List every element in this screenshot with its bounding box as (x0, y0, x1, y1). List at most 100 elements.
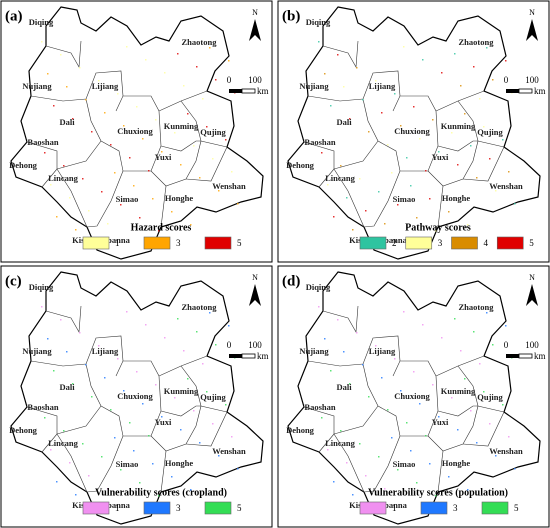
region-label: Lincang (325, 438, 356, 448)
score-pixel (101, 191, 103, 193)
score-pixel (375, 345, 377, 347)
score-pixel (202, 363, 204, 365)
prefecture-boundary (437, 140, 478, 152)
map-panel: (c) Diqing Zhaotong Nujiang Lijiang Dali Chuxi… (0, 265, 273, 528)
score-pixel (164, 72, 166, 74)
score-pixel (44, 152, 46, 154)
score-pixel (349, 383, 351, 385)
prefecture-boundary (26, 406, 58, 453)
score-pixel (123, 125, 125, 127)
score-pixel (321, 152, 323, 154)
score-pixel (107, 488, 109, 490)
score-pixel (187, 378, 189, 380)
score-pixel (133, 450, 135, 452)
score-pixel (321, 417, 323, 419)
region-label: Chuxiong (117, 126, 153, 136)
score-pixel (451, 132, 453, 134)
score-pixel (72, 383, 74, 385)
score-pixel (82, 178, 84, 180)
score-pixel (502, 404, 504, 406)
score-pixel (365, 475, 367, 477)
score-pixel (215, 344, 217, 346)
region-label: Dali (336, 382, 352, 392)
score-pixel (438, 416, 440, 418)
score-pixel (352, 494, 354, 496)
score-pixel (362, 99, 364, 101)
score-pixel (359, 178, 361, 180)
score-pixel (56, 481, 58, 483)
legend-title: Vulnerability scores (cropland) (95, 487, 227, 498)
score-pixel (400, 125, 402, 127)
score-pixel (419, 403, 421, 405)
score-pixel (387, 144, 389, 146)
score-pixel (470, 145, 472, 147)
score-pixel (196, 66, 198, 68)
prefecture-boundary (86, 170, 124, 228)
score-pixel (237, 203, 239, 205)
score-pixel (202, 98, 204, 100)
score-pixel (333, 216, 335, 218)
prefecture-boundary (437, 450, 444, 493)
region-label: Honghe (442, 458, 471, 468)
legend-label: 1 (115, 238, 120, 248)
score-pixel (60, 319, 62, 321)
score-pixel (346, 197, 348, 199)
score-pixel (432, 119, 434, 121)
legend-label: 5 (237, 238, 242, 248)
score-pixel (145, 59, 147, 61)
score-pixel (66, 351, 68, 353)
region-label: Nujiang (299, 81, 329, 91)
score-pixel (180, 429, 182, 431)
score-pixel (117, 358, 119, 360)
scale-label: 0 (227, 340, 232, 350)
region-label: Qujing (200, 127, 226, 137)
scale-label: 0 (504, 340, 509, 350)
region-label: Dehong (9, 160, 38, 170)
region-label: Dehong (286, 425, 315, 435)
score-pixel (145, 324, 147, 326)
legend-title: Pathway scores (405, 222, 471, 233)
legend-label: 5 (529, 238, 534, 248)
region-label: Diqing (29, 282, 54, 292)
score-pixel (425, 435, 427, 437)
prefecture-boundary (322, 40, 359, 68)
province-outline (10, 271, 264, 525)
score-pixel (476, 442, 478, 444)
province-outline (287, 6, 541, 260)
score-pixel (422, 59, 424, 61)
panel-label: (d) (282, 273, 300, 289)
region-label: Diqing (306, 17, 331, 27)
legend-title: Hazard scores (131, 222, 192, 233)
region-label: Diqing (306, 282, 331, 292)
score-pixel (476, 177, 478, 179)
scale-label: 100 (525, 340, 539, 350)
prefecture-boundary (86, 435, 124, 493)
region-label: Wenshan (489, 181, 523, 191)
score-pixel (327, 184, 329, 186)
score-pixel (136, 371, 138, 373)
scale-unit: km (534, 86, 546, 96)
score-pixel (492, 344, 494, 346)
score-pixel (403, 311, 405, 313)
score-pixel (375, 80, 377, 82)
score-pixel (391, 172, 393, 174)
score-pixel (378, 191, 380, 193)
legend-swatch (204, 501, 232, 515)
score-pixel (228, 325, 230, 327)
region-label: Simao (393, 194, 416, 204)
score-pixel (85, 364, 87, 366)
score-pixel (429, 198, 431, 200)
score-pixel (435, 230, 437, 232)
score-pixel (489, 423, 491, 425)
score-pixel (104, 377, 106, 379)
score-pixel (318, 41, 320, 43)
prefecture-boundary (462, 146, 505, 182)
region-label: Honghe (165, 458, 194, 468)
score-pixel (50, 449, 52, 451)
score-pixel (384, 488, 386, 490)
score-pixel (152, 463, 154, 465)
region-label: Baoshan (304, 402, 335, 412)
scale-bar (229, 89, 242, 93)
legend-swatch (496, 236, 524, 250)
region-label: Honghe (165, 193, 194, 203)
